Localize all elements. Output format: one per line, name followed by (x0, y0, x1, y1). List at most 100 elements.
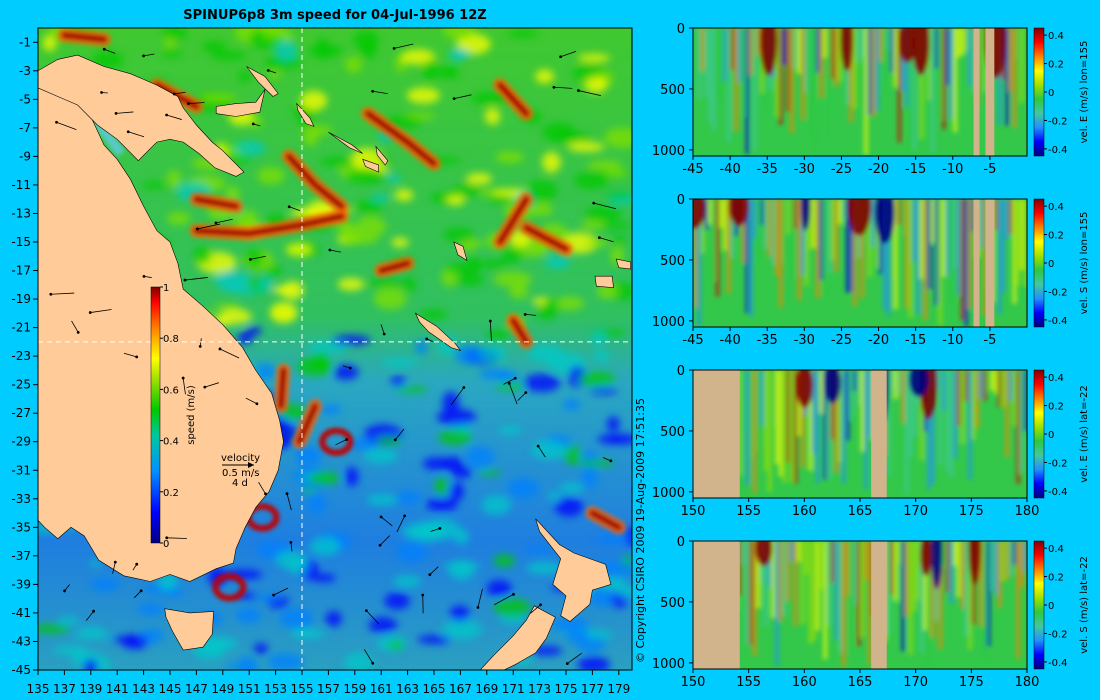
speed-blob (166, 212, 191, 225)
section-stripe (908, 199, 913, 318)
speed-blob (526, 179, 558, 202)
section-stripe (960, 370, 965, 444)
speed-blob (406, 87, 441, 104)
section-stripe (1001, 541, 1006, 582)
velocity-arrow-head (181, 376, 185, 380)
section-stripe (819, 28, 824, 98)
section-stripe (800, 28, 806, 121)
section-panels: -45 -40 -35 -30 -25 -20 -15 -10 -5 0 500 1000 0.4 0.2… (652, 22, 1090, 690)
section-stripe (860, 370, 865, 452)
section-stripe (782, 541, 787, 616)
current-streak-core (365, 110, 437, 167)
velocity-arrow-head (266, 68, 270, 72)
section-stripe (744, 541, 750, 646)
section-stripe (1001, 370, 1006, 408)
map-y-tick-label: -29 (11, 435, 31, 449)
section-colorbar-label: vel. E (m/s) lon=155 (1079, 41, 1090, 144)
section-colorbar-tick-label: -0.4 (1048, 487, 1068, 498)
section-y-tick-label: 500 (660, 254, 685, 269)
section-stripe (767, 370, 772, 492)
section-stripe (860, 199, 865, 299)
section-stripe (930, 28, 936, 153)
section-core (968, 541, 981, 585)
speed-blob (307, 493, 327, 515)
section-core (800, 199, 811, 231)
velocity-arrow-head (539, 603, 542, 607)
section-core (920, 541, 932, 577)
land-australia (38, 70, 284, 582)
speed-blob (547, 492, 562, 501)
section-colorbar-tick-label: 0.2 (1048, 402, 1064, 413)
speed-blob (554, 296, 585, 311)
speed-blob (396, 542, 428, 563)
section-stripe (989, 370, 995, 391)
section-stripe (975, 370, 980, 429)
speed-blob (163, 38, 176, 48)
speed-blob (593, 350, 610, 362)
section-y-tick-label: 500 (660, 83, 685, 98)
section-stripe (897, 370, 902, 395)
velocity-arrow (184, 277, 208, 281)
section-stripe (1023, 199, 1027, 287)
section-stripe (874, 199, 880, 268)
section-stripe (993, 541, 999, 596)
velocity-arrow (477, 588, 483, 608)
section-stripe (700, 28, 706, 72)
section-stripe (822, 28, 828, 58)
section-land (985, 28, 995, 156)
speed-blob (311, 573, 336, 583)
section-stripe (763, 541, 769, 627)
velocity-arrow (567, 652, 582, 664)
velocity-arrow (430, 528, 441, 532)
section-stripe (1012, 370, 1017, 426)
velocity-arrow (578, 90, 601, 97)
section-colorbar-label: vel. E (m/s) lat=-22 (1079, 385, 1090, 483)
map-colorbar-tick-label: 0.2 (163, 488, 179, 499)
velocity-arrow (530, 604, 541, 614)
map-x-tick-label: 163 (396, 682, 419, 696)
map-velocity-arrows (49, 43, 617, 665)
velocity-arrow-head (488, 319, 492, 323)
map-colorbar: 0 0.2 0.4 0.6 0.8 1 speed (m/s) (150, 283, 197, 550)
map-x-tick-label: 169 (475, 682, 498, 696)
velocity-key-speed: 0.5 m/s (222, 468, 259, 479)
map-y-tick-label: -41 (11, 606, 31, 620)
speed-blob (345, 466, 359, 487)
speed-blob (268, 71, 281, 79)
map-x-tick-label: 145 (159, 682, 182, 696)
velocity-arrow-head (592, 201, 596, 205)
section-core (824, 370, 841, 404)
section-field (693, 541, 1027, 669)
velocity-arrow-head (597, 236, 601, 240)
speed-blob (297, 357, 333, 377)
section-stripe (767, 199, 772, 257)
speed-blob (234, 210, 259, 227)
land-bougainville (296, 102, 315, 127)
speed-blob (551, 617, 590, 632)
speed-blob (495, 151, 525, 163)
speed-blob (605, 169, 627, 178)
velocity-arrow (454, 94, 472, 100)
section-stripe (785, 199, 791, 234)
velocity-arrow (250, 255, 266, 260)
land-new-guinea (38, 54, 245, 177)
map-x-tick-label: 153 (264, 682, 287, 696)
section-stripe (830, 199, 836, 261)
section-stripe (804, 199, 810, 286)
section-stripe (852, 541, 858, 605)
section-stripe (915, 541, 921, 601)
speed-blob (275, 550, 307, 569)
velocity-arrow (380, 324, 385, 335)
section-stripe (815, 370, 821, 484)
speed-blob (167, 169, 182, 188)
velocity-arrow-head (102, 47, 106, 51)
speed-blob (501, 247, 523, 264)
current-streak-core (378, 260, 411, 274)
section-stripe (774, 541, 780, 666)
velocity-arrow-head (289, 541, 293, 544)
speed-blob (368, 616, 398, 634)
velocity-arrow-head (165, 536, 169, 540)
speed-blob (577, 655, 610, 670)
section-stripe (711, 199, 717, 280)
section-stripe (930, 541, 936, 638)
